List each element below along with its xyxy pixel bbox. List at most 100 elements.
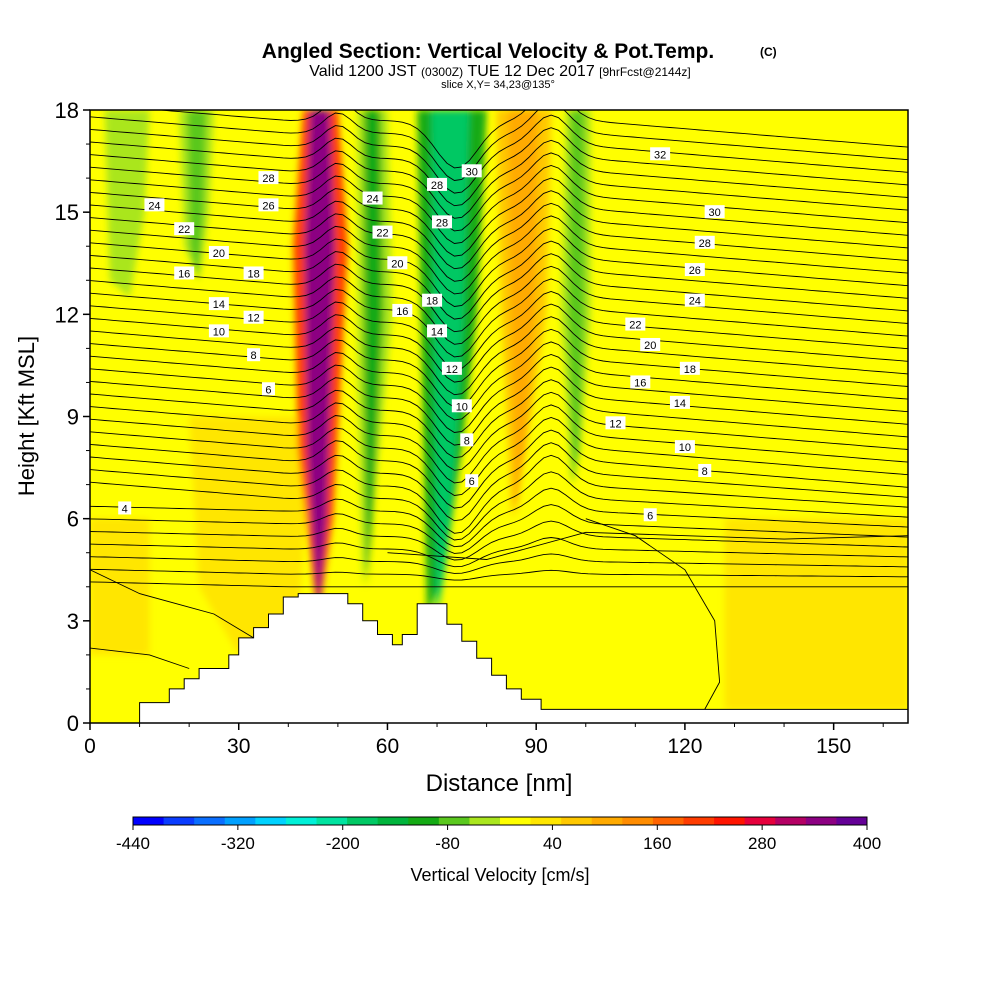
contour-label-text: 28	[431, 180, 443, 192]
theta-contour-6	[90, 487, 908, 548]
theta-contour-11	[90, 417, 908, 496]
contour-label-bg	[362, 191, 383, 205]
theta-contour-9	[90, 442, 908, 522]
contour-label: 14	[208, 297, 229, 311]
theta-contour-15	[90, 366, 908, 446]
low-contour-0	[90, 569, 254, 639]
contour-label: 14	[669, 395, 690, 410]
contour-label: 30	[461, 164, 482, 178]
contour-label-text: 14	[431, 326, 443, 338]
subtitle-zulu: (0300Z)	[421, 65, 463, 79]
contour-label-bg	[118, 501, 132, 515]
contour-label-bg	[625, 317, 646, 331]
contour-label-text: 10	[456, 401, 468, 413]
contour-label: 18	[243, 266, 264, 280]
theta-contour-0	[90, 581, 908, 588]
theta-contour-37	[155, 110, 908, 169]
colorbar-tick-labels: -440 -320 -200 -80 40 160 280 400	[116, 825, 881, 853]
contour-label-bg	[684, 293, 705, 307]
theta-contour-30	[90, 177, 908, 257]
theta-contour-21	[90, 291, 908, 370]
contour-label: 20	[640, 337, 661, 352]
contour-label: 10	[208, 324, 229, 338]
contour-label-bg	[694, 235, 715, 249]
colorbar-swatch	[683, 817, 715, 825]
colorbar-swatch	[591, 817, 623, 825]
contour-label-text: 18	[684, 364, 696, 376]
contour-label-text: 26	[689, 265, 701, 277]
contour-label-bg	[243, 266, 264, 280]
contour-label-text: 4	[122, 503, 128, 515]
theta-contour-28	[90, 202, 908, 282]
contour-label-bg	[460, 433, 474, 447]
contour-label-text: 16	[178, 268, 190, 280]
x-tick-label: 90	[525, 735, 548, 758]
y-axis-label: Height [Kft MSL]	[14, 336, 39, 496]
theta-contour-2	[90, 553, 908, 574]
y-tick-label: 18	[55, 98, 79, 123]
theta-contour-35	[90, 114, 908, 194]
contour-label: 6	[465, 474, 479, 488]
theta-contours	[90, 110, 908, 710]
x-axis: 0 30 60 90 120 150	[84, 723, 884, 758]
y-axis: 0 3 6 9 12 15 18	[55, 98, 90, 736]
contour-label-text: 32	[654, 149, 666, 161]
contour-label: 16	[630, 375, 651, 389]
theta-contour-17	[90, 341, 908, 421]
contour-label: 28	[258, 171, 279, 185]
contour-label: 14	[427, 324, 448, 338]
low-contour-2	[585, 518, 721, 710]
terrain	[90, 593, 908, 723]
contour-label: 16	[392, 303, 413, 318]
theta-contour-29	[90, 190, 908, 270]
velocity-core-0	[304, 110, 335, 621]
y-tick-label: 6	[67, 507, 79, 532]
theta-contour-24	[90, 253, 908, 333]
contour-label: 22	[174, 222, 195, 236]
colorbar-swatch	[316, 817, 348, 825]
contour-label-bg	[465, 474, 479, 488]
theta-contour-33	[90, 139, 908, 219]
theta-contour-18	[90, 328, 908, 408]
contour-label: 28	[694, 235, 715, 250]
contour-label-bg	[643, 508, 657, 522]
colorbar-tick-label: 280	[748, 834, 776, 853]
contour-label: 12	[441, 361, 462, 376]
x-axis-label: Distance [nm]	[426, 770, 573, 797]
colorbar-tick-label: -440	[116, 834, 150, 853]
contour-label-text: 28	[262, 173, 274, 185]
contour-label-text: 30	[709, 207, 721, 219]
contour-label-text: 8	[251, 350, 257, 362]
contour-label: 30	[704, 205, 725, 219]
colorbar-swatch	[255, 817, 287, 825]
theta-contour-5	[90, 504, 908, 554]
theta-contour-25	[90, 240, 908, 320]
contour-label: 16	[174, 266, 195, 280]
colorbar-tick-label: 160	[643, 834, 671, 853]
chart-subtitle: Valid 1200 JST (0300Z) TUE 12 Dec 2017 […	[309, 63, 690, 80]
low-contour-3	[387, 531, 908, 560]
theta-contour-34	[90, 127, 908, 207]
colorbar-swatch	[622, 817, 654, 825]
contour-label-bg	[674, 440, 695, 454]
colorbar-swatch	[377, 817, 409, 825]
contour-label-text: 6	[469, 476, 475, 488]
theta-contour-36	[90, 110, 908, 181]
x-tick-label: 120	[667, 735, 702, 758]
contour-label-text: 18	[247, 268, 259, 280]
theta-contour-16	[90, 354, 908, 433]
contour-label: 22	[625, 317, 646, 332]
contour-label-bg	[704, 205, 725, 219]
velocity-core-5	[187, 110, 207, 281]
contour-label-text: 28	[699, 238, 711, 250]
x-tick-label: 0	[84, 735, 96, 758]
contour-label-bg	[684, 263, 705, 277]
contour-label-bg	[650, 147, 671, 161]
colorbar-swatch	[194, 817, 226, 825]
contour-label: 8	[247, 348, 261, 362]
contour-label: 10	[674, 440, 695, 454]
contour-label: 10	[451, 399, 472, 413]
warm-area-2	[90, 518, 150, 655]
colorbar-swatch	[561, 817, 593, 825]
